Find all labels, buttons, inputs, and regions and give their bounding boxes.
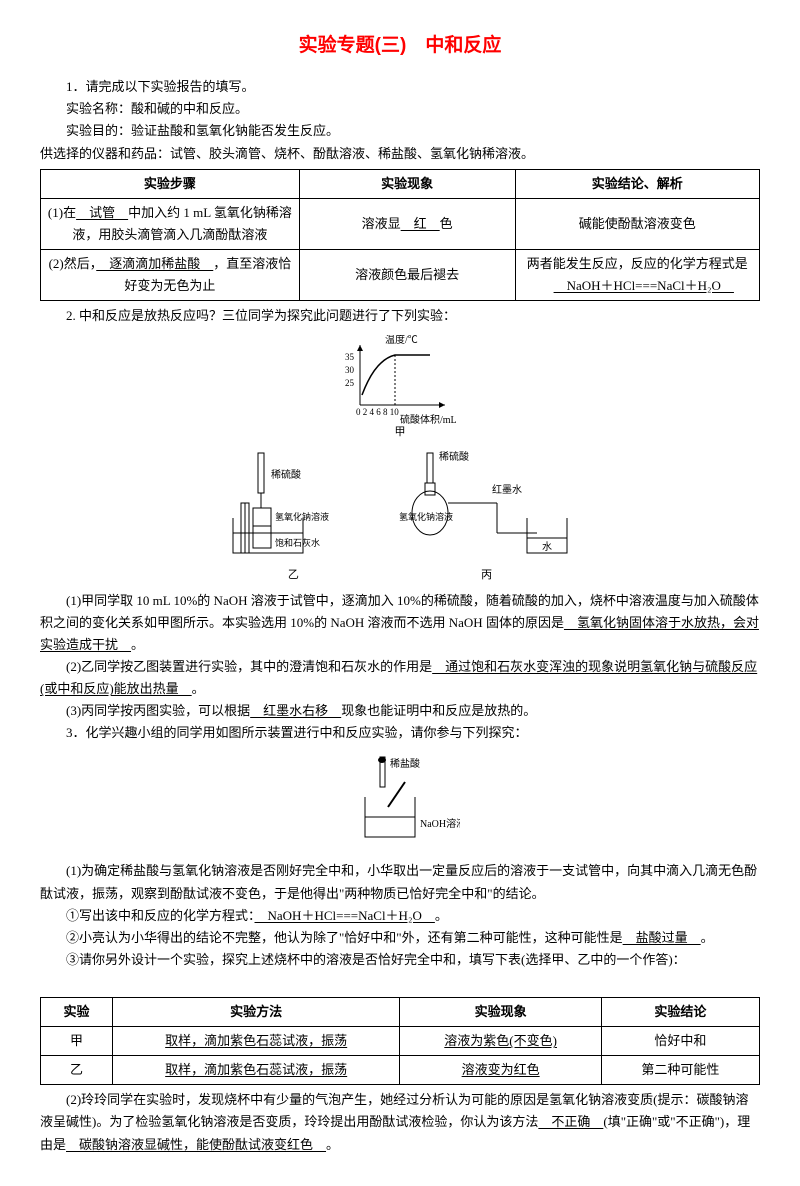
q3-p1-1: ①写出该中和反应的化学方程式： NaOH＋HCl===NaCl＋H₂O 。 (40, 905, 760, 927)
svg-text:35: 35 (345, 352, 355, 362)
page-title: 实验专题(三) 中和反应 (40, 30, 760, 62)
svg-text:氢氧化钠溶液: 氢氧化钠溶液 (275, 511, 329, 522)
t3-r1-4: 恰好中和 (601, 1027, 759, 1056)
q3-p1-3: ③请你另外设计一个实验，探究上述烧杯中的溶液是否恰好完全中和，填写下表(选择甲、… (40, 949, 760, 971)
blank-q2-3: 红墨水右移 (250, 703, 341, 718)
q1-materials: 供选择的仪器和药品：试管、胶头滴管、烧杯、酚酞溶液、稀盐酸、氢氧化钠稀溶液。 (40, 143, 760, 165)
t3-h3: 实验现象 (400, 998, 601, 1027)
t3-h1: 实验 (41, 998, 113, 1027)
q2-intro: 2. 中和反应是放热反应吗？三位同学为探究此问题进行了下列实验： (40, 305, 760, 327)
r1-step: (1)在 试管 中加入约 1 mL 氢氧化钠稀溶液，用胶头滴管滴入几滴酚酞溶液 (41, 198, 300, 249)
blank-4: NaOH＋HCl===NaCl＋H₂O (554, 278, 734, 293)
label-bing: 丙 (397, 568, 577, 582)
q3-table: 实验 实验方法 实验现象 实验结论 甲 取样，滴加紫色石蕊试液，振荡 溶液为紫色… (40, 997, 760, 1085)
blank-q3-2: 盐酸过量 (623, 930, 701, 945)
svg-text:30: 30 (345, 365, 355, 375)
svg-text:温度/℃: 温度/℃ (385, 335, 418, 346)
blank-2: 红 (401, 216, 440, 231)
q2-apparatus: 稀硫酸 氢氧化钠溶液 饱和石灰水 乙 稀硫酸 氢氧化钠溶液 红墨水 水 丙 (40, 448, 760, 582)
apparatus-q3: 稀盐酸 NaOH溶液 (340, 752, 460, 852)
graph-label-jia: 甲 (340, 425, 460, 439)
r2-step: (2)然后， 逐滴滴加稀盐酸 ，直至溶液恰好变为无色为止 (41, 249, 300, 300)
svg-text:稀硫酸: 稀硫酸 (271, 468, 301, 481)
apparatus-yi: 稀硫酸 氢氧化钠溶液 饱和石灰水 (223, 448, 363, 568)
svg-text:25: 25 (345, 378, 355, 388)
q1-table: 实验步骤 实验现象 实验结论、解析 (1)在 试管 中加入约 1 mL 氢氧化钠… (40, 169, 760, 301)
svg-text:水: 水 (542, 541, 552, 553)
blank-q3-4: 碳酸钠溶液显碱性，能使酚酞试液变红色 (66, 1137, 326, 1152)
r2-phen: 溶液颜色最后褪去 (299, 249, 515, 300)
t3-r2-3: 溶液变为红色 (400, 1056, 601, 1085)
t3-r2-1: 乙 (41, 1056, 113, 1085)
q3-p1-2: ②小亮认为小华得出的结论不完整，他认为除了"恰好中和"外，还有第二种可能性，这种… (40, 927, 760, 949)
svg-text:硫酸体积/mL: 硫酸体积/mL (400, 413, 457, 425)
q3-intro: 3．化学兴趣小组的同学用如图所示装置进行中和反应实验，请你参与下列探究： (40, 722, 760, 744)
th-conc: 实验结论、解析 (515, 169, 759, 198)
q3-p1: (1)为确定稀盐酸与氢氧化钠溶液是否刚好完全中和，小华取出一定量反应后的溶液于一… (40, 860, 760, 904)
t3-r2-4: 第二种可能性 (601, 1056, 759, 1085)
t3-h4: 实验结论 (601, 998, 759, 1027)
t3-r1-3: 溶液为紫色(不变色) (400, 1027, 601, 1056)
blank-1: 试管 (76, 205, 128, 220)
q2-p1: (1)甲同学取 10 mL 10%的 NaOH 溶液于试管中，逐滴加入 10%的… (40, 590, 760, 656)
blank-q3-1: NaOH＋HCl===NaCl＋H₂O (255, 908, 435, 923)
r1-phen: 溶液显 红 色 (299, 198, 515, 249)
svg-text:饱和石灰水: 饱和石灰水 (275, 537, 320, 548)
q2-p2: (2)乙同学按乙图装置进行实验，其中的澄清饱和石灰水的作用是 通过饱和石灰水变浑… (40, 656, 760, 700)
q1-name: 实验名称：酸和碱的中和反应。 (40, 98, 760, 120)
t3-h2: 实验方法 (112, 998, 400, 1027)
svg-text:稀硫酸: 稀硫酸 (439, 450, 469, 463)
blank-q3-3: 不正确 (538, 1114, 603, 1129)
th-step: 实验步骤 (41, 169, 300, 198)
svg-text:0 2 4 6 8 10: 0 2 4 6 8 10 (356, 407, 399, 417)
t3-r1-2: 取样，滴加紫色石蕊试液，振荡 (112, 1027, 400, 1056)
q1-intro: 1．请完成以下实验报告的填写。 (40, 76, 760, 98)
apparatus-bing: 稀硫酸 氢氧化钠溶液 红墨水 水 (397, 448, 577, 568)
t3-r2-2: 取样，滴加紫色石蕊试液，振荡 (112, 1056, 400, 1085)
svg-text:红墨水: 红墨水 (492, 483, 522, 496)
q2-p3: (3)丙同学按丙图实验，可以根据 红墨水右移 现象也能证明中和反应是放热的。 (40, 700, 760, 722)
svg-text:稀盐酸: 稀盐酸 (390, 757, 420, 770)
svg-text:氢氧化钠溶液: 氢氧化钠溶液 (399, 511, 453, 522)
q1-purpose: 实验目的：验证盐酸和氢氧化钠能否发生反应。 (40, 120, 760, 142)
q3-p2: (2)玲玲同学在实验时，发现烧杯中有少量的气泡产生，她经过分析认为可能的原因是氢… (40, 1089, 760, 1155)
r2-conc: 两者能发生反应，反应的化学方程式是 NaOH＋HCl===NaCl＋H₂O (515, 249, 759, 300)
r1-conc: 碱能使酚酞溶液变色 (515, 198, 759, 249)
q3-apparatus: 稀盐酸 NaOH溶液 (40, 752, 760, 852)
th-phen: 实验现象 (299, 169, 515, 198)
graph-svg: 温度/℃ 35 30 25 0 2 4 6 8 10 硫酸体积/mL (340, 335, 460, 425)
label-yi: 乙 (223, 568, 363, 582)
svg-text:NaOH溶液: NaOH溶液 (420, 817, 460, 830)
q2-graph: 温度/℃ 35 30 25 0 2 4 6 8 10 硫酸体积/mL 甲 (40, 335, 760, 439)
blank-3: 逐滴滴加稀盐酸 (96, 256, 213, 271)
t3-r1-1: 甲 (41, 1027, 113, 1056)
